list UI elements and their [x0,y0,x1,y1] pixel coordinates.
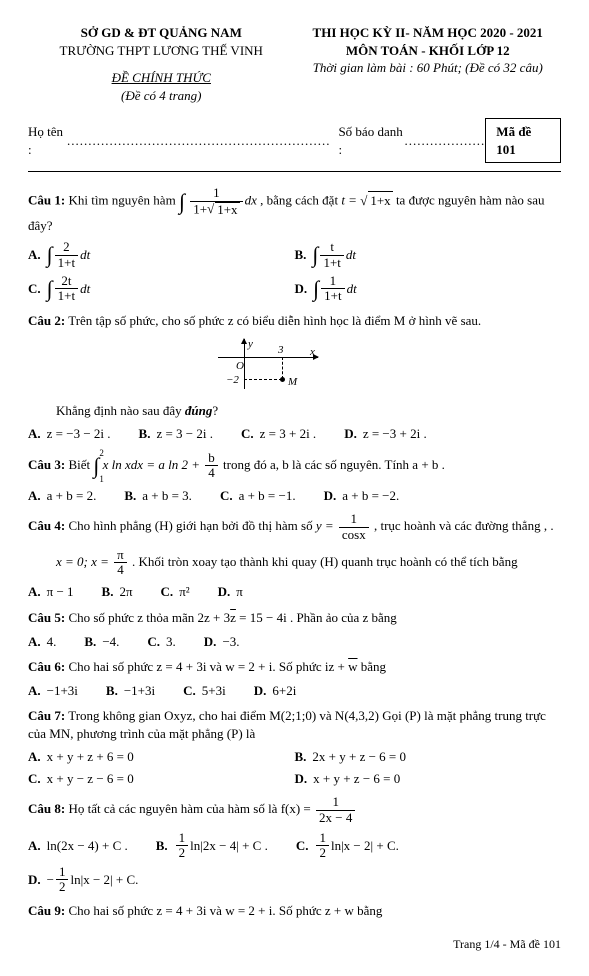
dept: SỞ GD & ĐT QUẢNG NAM [28,24,295,42]
q1-text1: Khi tìm nguyên hàm [68,193,179,208]
q4-options: A.π − 1 B.2π C.π² D.π [28,583,561,605]
q3-options: A.a + b = 2. B.a + b = 3. C.a + b = −1. … [28,487,561,509]
q7-options: A.x + y + z + 6 = 0 C.x + y − z − 6 = 0 … [28,748,561,791]
school: TRƯỜNG THPT LƯƠNG THẾ VINH [28,42,295,60]
q2-options: A.z = −3 − 2i . B.z = 3 − 2i . C.z = 3 +… [28,425,561,447]
question-7: Câu 7: Trong không gian Oxyz, cho hai đi… [28,707,561,742]
official-sub: (Đề có 4 trang) [28,87,295,105]
sqrt-icon: √1+x [360,191,392,210]
header: SỞ GD & ĐT QUẢNG NAM TRƯỜNG THPT LƯƠNG T… [28,24,561,104]
q1-options: A.∫21+tdt C.∫2t1+tdt B.∫t1+tdt D.∫11+tdt [28,240,561,307]
question-3: Câu 3: Biết ∫12 x ln xdx = a ln 2 + b4 t… [28,451,561,481]
exam-code: Mã đề 101 [485,118,561,163]
subject: MÔN TOÁN - KHỐI LỚP 12 [295,42,562,60]
sbd-label: Số báo danh : [338,123,404,158]
integral-icon: ∫12 [93,451,99,481]
question-1: Câu 1: Khi tìm nguyên hàm ∫ 1 1+√1+x dx … [28,186,561,234]
question-6: Câu 6: Cho hai số phức z = 4 + 3i và w =… [28,658,561,676]
question-9: Câu 9: Cho hai số phức z = 4 + 3i và w =… [28,902,561,920]
q1-opt-a: A.∫21+tdt [28,240,90,270]
duration: Thời gian làm bài : 60 Phút; (Đề có 32 c… [295,59,562,77]
question-4: Câu 4: Cho hình phẳng (H) giới hạn bởi đ… [28,512,561,542]
q1-opt-b: B.∫t1+tdt [295,240,357,270]
page-footer: Trang 1/4 - Mã đề 101 [28,936,561,952]
separator [28,171,561,172]
name-row: Họ tên : ...............................… [28,118,561,163]
integral-icon: ∫ [179,187,185,217]
question-2: Câu 2: Trên tập số phức, cho số phức z c… [28,312,561,330]
q6-options: A.−1+3i B.−1+3i C.5+3i D.6+2i [28,682,561,704]
q5-options: A.4. B.−4. C.3. D.−3. [28,633,561,655]
name-label: Họ tên : [28,123,67,158]
q1-frac: 1 1+√1+x [190,186,242,217]
name-dots: ........................................… [67,132,331,150]
sbd-dots: ................... [405,132,486,150]
q4-line2: x = 0; x = π4 . Khối tròn xoay tạo thành… [56,548,561,578]
q1-opt-d: D.∫11+tdt [295,274,357,304]
q2-text: Trên tập số phức, cho số phức z có biểu … [68,313,481,328]
q1-text2: , bằng cách đặt [260,193,341,208]
exam-title: THI HỌC KỲ II- NĂM HỌC 2020 - 2021 [295,24,562,42]
question-8: Câu 8: Họ tất cả các nguyên hàm của hàm … [28,795,561,825]
q1-opt-c: C.∫2t1+tdt [28,274,90,304]
q2-ask: Khẳng định nào sau đây đúng? [56,402,561,420]
q2-chart: O y x 3 −2 M [218,339,318,395]
q8-options: A.ln(2x − 4) + C . B.12ln|2x − 4| + C . … [28,831,561,898]
question-5: Câu 5: Cho số phức z thỏa mãn 2z + 3z = … [28,609,561,627]
q1-label: Câu 1: [28,193,65,208]
official: ĐỀ CHÍNH THỨC [28,69,295,87]
